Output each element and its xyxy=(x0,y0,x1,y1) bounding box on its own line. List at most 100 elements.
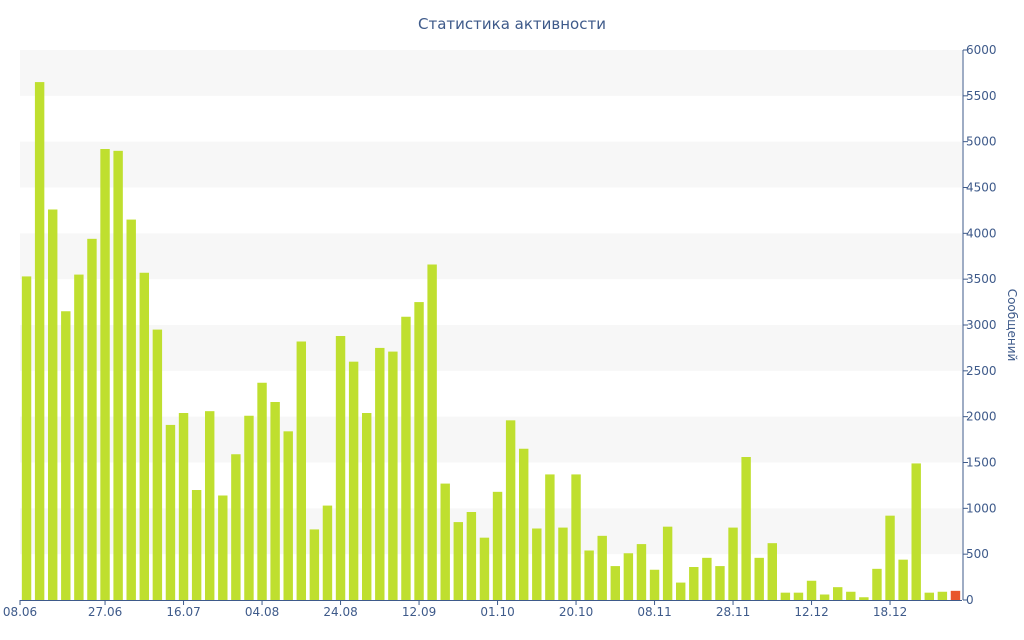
x-tick-label: 24.08 xyxy=(323,605,357,619)
grid-band xyxy=(20,233,962,280)
y-tick-label: 1000 xyxy=(966,501,997,515)
bar[interactable] xyxy=(270,402,280,600)
bar[interactable] xyxy=(178,413,189,600)
bar[interactable] xyxy=(623,553,634,600)
bar[interactable] xyxy=(348,361,359,600)
bar[interactable] xyxy=(244,415,254,600)
bar[interactable] xyxy=(401,316,411,600)
y-tick-label: 3500 xyxy=(966,272,997,286)
bar[interactable] xyxy=(911,463,921,600)
grid-bands xyxy=(20,50,962,555)
bar[interactable] xyxy=(74,274,84,600)
grid-band xyxy=(20,50,962,96)
bar[interactable] xyxy=(715,566,725,600)
bar[interactable] xyxy=(885,515,895,600)
bar[interactable] xyxy=(204,411,215,600)
bar[interactable] xyxy=(322,505,333,600)
bar-current[interactable] xyxy=(950,590,961,600)
bar[interactable] xyxy=(610,566,621,600)
bar[interactable] xyxy=(846,591,856,600)
bar[interactable] xyxy=(937,591,948,600)
bar[interactable] xyxy=(806,580,817,600)
bar[interactable] xyxy=(558,527,568,600)
bar[interactable] xyxy=(296,341,307,601)
grid-band xyxy=(20,416,962,463)
bar[interactable] xyxy=(571,474,581,600)
bar[interactable] xyxy=(152,329,163,600)
x-tick-label: 12.09 xyxy=(402,605,436,619)
bar[interactable] xyxy=(819,594,830,601)
bar[interactable] xyxy=(427,264,437,601)
x-tick-label: 08.11 xyxy=(637,605,671,619)
bar[interactable] xyxy=(689,567,699,600)
bar[interactable] xyxy=(21,276,32,600)
bar[interactable] xyxy=(728,527,738,600)
bar[interactable] xyxy=(388,351,398,600)
x-tick-label: 20.10 xyxy=(559,605,593,619)
bar[interactable] xyxy=(61,311,71,600)
bar[interactable] xyxy=(100,149,110,600)
bar[interactable] xyxy=(780,592,791,600)
bar[interactable] xyxy=(361,413,372,600)
bars xyxy=(21,82,961,601)
bar[interactable] xyxy=(872,568,882,600)
y-tick-label: 5500 xyxy=(966,89,997,103)
bar[interactable] xyxy=(545,474,555,600)
bar[interactable] xyxy=(335,336,346,600)
bar[interactable] xyxy=(584,550,594,601)
y-tick-label: 4000 xyxy=(966,226,997,240)
bar[interactable] xyxy=(597,535,607,600)
bar[interactable] xyxy=(793,592,804,600)
bar[interactable] xyxy=(492,491,503,600)
grid-band xyxy=(20,508,962,555)
bar[interactable] xyxy=(702,557,712,600)
bar[interactable] xyxy=(87,238,97,601)
x-axis: 08.06 27.06 16.07 04.08 24.08 12.09 01.10 20.10… xyxy=(3,600,962,619)
bar[interactable] xyxy=(113,150,123,601)
bar[interactable] xyxy=(767,543,778,600)
bar[interactable] xyxy=(832,587,843,600)
bar[interactable] xyxy=(636,544,647,600)
bar[interactable] xyxy=(126,219,136,601)
y-tick-label: 4500 xyxy=(966,181,997,195)
bar[interactable] xyxy=(649,569,660,600)
bar[interactable] xyxy=(898,559,908,600)
bar[interactable] xyxy=(479,537,490,600)
bar[interactable] xyxy=(218,495,228,601)
x-tick-label: 01.10 xyxy=(480,605,514,619)
bar[interactable] xyxy=(231,454,241,600)
bar[interactable] xyxy=(741,457,751,600)
bar[interactable] xyxy=(375,347,385,600)
bar[interactable] xyxy=(139,272,150,600)
bar[interactable] xyxy=(466,512,477,600)
bar[interactable] xyxy=(309,529,320,600)
bar[interactable] xyxy=(191,490,202,600)
x-tick-label: 04.08 xyxy=(245,605,279,619)
bar[interactable] xyxy=(675,582,686,600)
bar[interactable] xyxy=(924,592,935,600)
y-tick-label: 6000 xyxy=(966,43,997,57)
bar[interactable] xyxy=(47,209,58,601)
y-axis: 0 500 1000 1500 2000 2500 3000 3500 4000 4500 5000… xyxy=(962,43,997,607)
y-tick-label: 500 xyxy=(966,547,989,561)
bar[interactable] xyxy=(518,448,529,600)
bar[interactable] xyxy=(453,522,464,600)
y-tick-label: 2000 xyxy=(966,410,997,424)
bar[interactable] xyxy=(532,528,542,601)
chart-title: Статистика активности xyxy=(418,15,606,33)
bar[interactable] xyxy=(440,483,450,600)
bar[interactable] xyxy=(34,82,45,601)
bar[interactable] xyxy=(859,597,869,600)
y-tick-label: 5000 xyxy=(966,135,997,149)
y-tick-label: 3000 xyxy=(966,318,997,332)
bar[interactable] xyxy=(414,302,424,600)
bar[interactable] xyxy=(754,557,764,600)
x-tick-label: 12.12 xyxy=(794,605,828,619)
bar[interactable] xyxy=(662,526,673,600)
bar[interactable] xyxy=(505,420,516,600)
x-tick-label: 08.06 xyxy=(3,605,37,619)
bar[interactable] xyxy=(165,424,176,600)
bar[interactable] xyxy=(283,431,293,600)
bar[interactable] xyxy=(257,382,267,600)
